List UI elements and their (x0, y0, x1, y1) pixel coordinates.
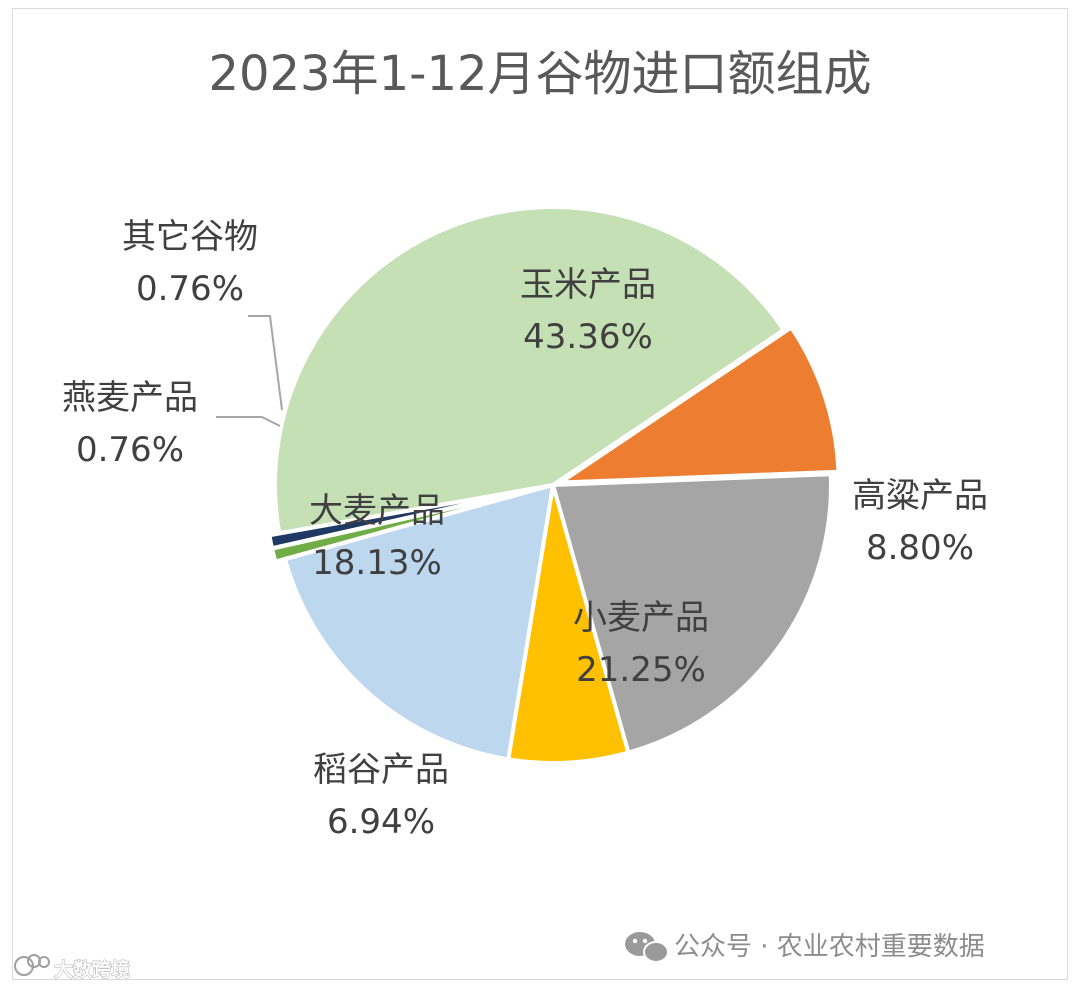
slice-label-name-5: 大麦产品 (309, 491, 445, 531)
pie-slice-1 (273, 205, 786, 536)
corner-watermark-text: 大数跨境 (54, 958, 130, 981)
pie-slice-3 (551, 472, 833, 755)
wechat-watermark: 公众号 · 农业农村重要数据 (625, 932, 985, 963)
wechat-icon (625, 932, 669, 963)
leader-lines (216, 315, 283, 427)
slice-label-name-7: 其它谷物 (122, 217, 258, 257)
pie-slice-2 (558, 325, 841, 485)
slice-label-value-2: 8.80% (866, 528, 974, 568)
slice-label-value-5: 18.13% (312, 543, 442, 583)
slice-label-value-6: 0.76% (76, 430, 184, 470)
slice-label-value-4: 6.94% (327, 802, 435, 842)
chart-title: 2023年1-12月谷物进口额组成 (208, 46, 871, 102)
slice-labels: 玉米产品 43.36% 高粱产品 8.80% 小麦产品 21.25% 稻谷产品 6.94% 大麦… (62, 217, 988, 842)
slices-group (267, 205, 841, 765)
slice-label-value-3: 21.25% (576, 650, 706, 690)
pie-slice-4 (506, 483, 631, 765)
slice-label-value-7: 0.76% (136, 269, 244, 309)
slice-label-name-1: 玉米产品 (520, 265, 656, 305)
slice-label-name-4: 稻谷产品 (313, 750, 449, 790)
leader-line-7 (248, 315, 283, 411)
wechat-watermark-text: 公众号 · 农业农村重要数据 (674, 932, 985, 962)
slice-label-name-3: 小麦产品 (573, 598, 709, 638)
slice-label-value-1: 43.36% (523, 317, 653, 357)
slice-label-name-2: 高粱产品 (852, 476, 988, 516)
pie-slice-5 (283, 483, 555, 762)
corner-watermark: 大数跨境 (14, 954, 130, 981)
pie-slice-7 (267, 484, 546, 551)
leader-line-6 (216, 416, 281, 427)
slice-label-name-6: 燕麦产品 (62, 378, 198, 418)
corner-logo-icon (14, 954, 50, 976)
